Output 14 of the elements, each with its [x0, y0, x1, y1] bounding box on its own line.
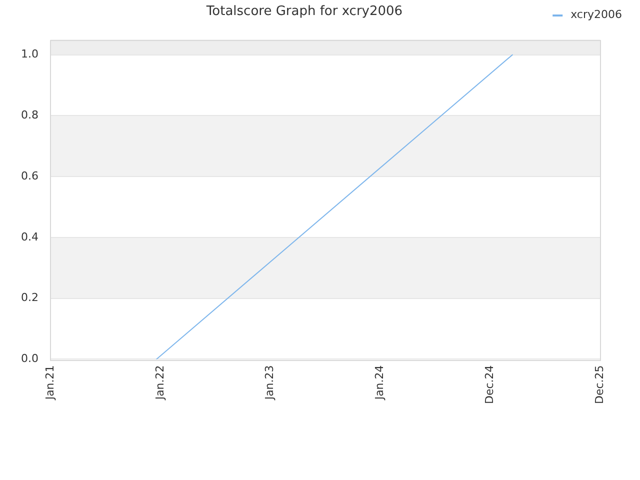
x-tick-label: Jan.21: [43, 365, 56, 401]
chart-title: Totalscore Graph for xcry2006: [205, 4, 403, 20]
y-tick-label: 0.8: [20, 108, 38, 122]
y-tick-label: 0.2: [20, 291, 38, 304]
legend-label: xcry2006: [570, 8, 622, 21]
x-tick-label: Jan.22: [153, 365, 166, 401]
y-tick-label: 0.0: [20, 352, 38, 366]
x-tick-label: Dec.24: [482, 365, 496, 404]
y-tick-label: 0.6: [20, 169, 38, 182]
y-tick-label: 0.4: [20, 230, 38, 244]
y-tick-label: 1.0: [20, 48, 38, 61]
x-tick-label: Jan.24: [373, 365, 386, 401]
x-tick-label: Jan.23: [263, 365, 276, 401]
x-tick-label: Dec.25: [592, 365, 606, 404]
